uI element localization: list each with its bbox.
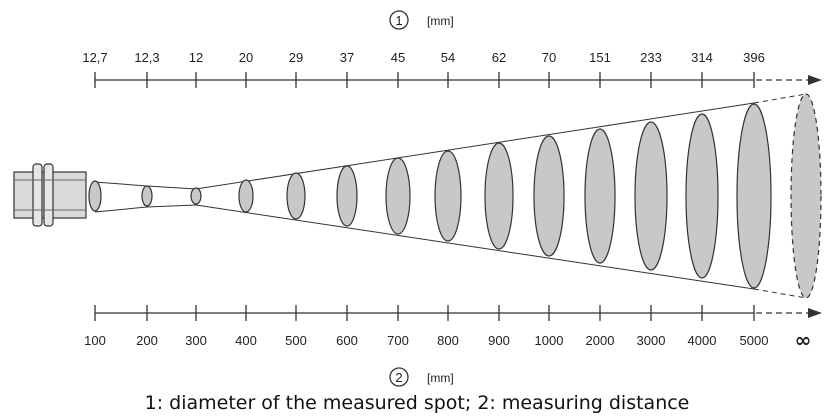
bottom-tick-label: 700 [387, 333, 409, 348]
bottom-tick-label: 2000 [586, 333, 615, 348]
top-scale: 1 [mm] 12,7 12,3 12 20 29 37 45 54 62 70 151 233 314… [82, 10, 822, 88]
spot-ellipse [141, 185, 153, 207]
spot-ellipse [385, 157, 411, 235]
bottom-axis-arrowhead [808, 308, 822, 318]
bottom-marker-circle [389, 367, 409, 387]
caption: 1: diameter of the measured spot; 2: mea… [145, 392, 690, 414]
top-tick-label: 12,7 [82, 50, 107, 65]
bottom-tick-label: 400 [235, 333, 257, 348]
top-marker-circle [389, 10, 409, 30]
top-tick-label: 151 [589, 50, 611, 65]
top-tick-label: 70 [542, 50, 556, 65]
top-unit-label: [mm] [427, 14, 454, 28]
spot-ellipse-infinity [790, 93, 822, 299]
top-tick-label: 37 [340, 50, 354, 65]
spot-ellipse [434, 150, 462, 242]
bottom-tick-label: 5000 [740, 333, 769, 348]
bottom-marker-number: 2 [395, 370, 402, 385]
cone-top-dashed-extension [753, 93, 807, 104]
spot-ellipse [286, 172, 306, 220]
spot-ellipses [88, 103, 772, 289]
spot-ellipse [484, 142, 514, 250]
top-tick-label: 54 [441, 50, 455, 65]
beam-cone [88, 93, 822, 299]
top-tick-label: 233 [640, 50, 662, 65]
top-tick-label: 20 [239, 50, 253, 65]
sensor-nut-left [32, 163, 43, 227]
spot-ellipse [238, 179, 254, 213]
top-axis-arrowhead [808, 75, 822, 85]
spot-ellipse [584, 128, 616, 264]
spot-ellipse [634, 121, 668, 271]
bottom-tick-label: 100 [84, 333, 106, 348]
infinity-label: ∞ [795, 328, 812, 352]
bottom-tick-label: 3000 [637, 333, 666, 348]
spot-ellipse [88, 180, 102, 212]
bottom-tick-label: 600 [336, 333, 358, 348]
cone-bottom-edge-waist [146, 204, 197, 208]
top-tick-label: 12 [189, 50, 203, 65]
top-tick-label: 45 [391, 50, 405, 65]
bottom-tick-label: 4000 [688, 333, 717, 348]
sensor-nut-right [43, 163, 54, 227]
bottom-tick-label: 200 [136, 333, 158, 348]
spot-ellipse [685, 113, 719, 279]
cone-bottom-edge-far [195, 204, 755, 290]
bottom-tick-label: 900 [488, 333, 510, 348]
bottom-tick-label: 1000 [535, 333, 564, 348]
top-tick-label: 62 [492, 50, 506, 65]
bottom-tick-label: 800 [437, 333, 459, 348]
sensor-icon [13, 163, 87, 227]
top-tick-label: 314 [691, 50, 713, 65]
bottom-tick-label: 500 [285, 333, 307, 348]
bottom-tick-label: 300 [185, 333, 207, 348]
cone-bottom-dashed-extension [753, 288, 807, 299]
top-tick-label: 396 [743, 50, 765, 65]
cone-top-edge-waist [146, 185, 197, 190]
top-tick-labels: 12,7 12,3 12 20 29 37 45 54 62 70 151 233 314 396 [82, 50, 765, 65]
cone-top-edge-far [195, 102, 755, 190]
top-tick-label: 12,3 [134, 50, 159, 65]
spot-ellipse [736, 103, 772, 289]
bottom-ticks [94, 305, 755, 321]
top-tick-label: 29 [289, 50, 303, 65]
bottom-scale: 100 200 300 400 500 600 700 800 900 1000 2000 3000 4… [84, 305, 822, 387]
spot-ellipse [336, 165, 358, 227]
top-marker-number: 1 [395, 13, 402, 28]
cone-bottom-edge-near [94, 206, 148, 213]
top-ticks [94, 72, 755, 88]
bottom-tick-labels: 100 200 300 400 500 600 700 800 900 1000 2000 3000 4… [84, 333, 768, 348]
spot-ellipse [190, 187, 202, 205]
cone-top-edge-near [94, 181, 148, 187]
spot-ellipse [533, 135, 565, 257]
bottom-unit-label: [mm] [427, 371, 454, 385]
